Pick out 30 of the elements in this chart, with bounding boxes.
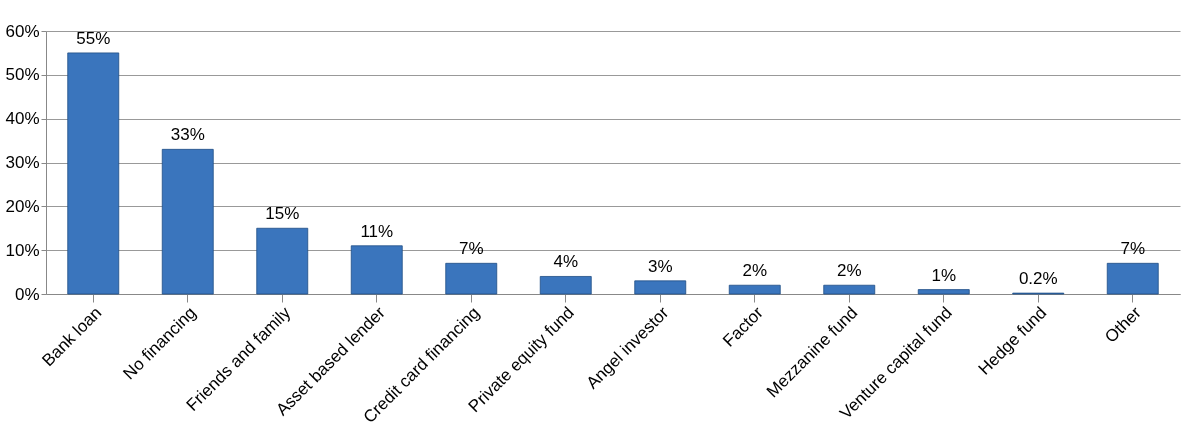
data-label: 55% <box>76 28 111 48</box>
bar <box>161 148 214 295</box>
data-label: 15% <box>265 204 300 224</box>
data-label: 4% <box>553 252 579 272</box>
bar <box>728 284 781 295</box>
y-tick-label: 50% <box>5 65 40 85</box>
bar <box>823 284 876 295</box>
y-tick-label: 10% <box>5 240 40 260</box>
bar <box>67 52 120 295</box>
y-tick-label: 0% <box>14 284 40 304</box>
bar <box>539 276 592 295</box>
bar <box>634 280 687 295</box>
data-label: 2% <box>742 261 768 281</box>
bar <box>445 262 498 295</box>
bar <box>917 289 970 295</box>
data-label: 33% <box>170 125 205 145</box>
data-label: 0.2% <box>1018 269 1058 289</box>
y-tick-label: 20% <box>5 196 40 216</box>
data-label: 7% <box>458 239 484 259</box>
bar <box>350 245 403 295</box>
y-tick-label: 60% <box>5 21 40 41</box>
y-tick-label: 40% <box>5 109 40 129</box>
data-label: 11% <box>360 221 394 241</box>
data-label: 3% <box>647 256 673 276</box>
data-label: 7% <box>1120 239 1146 259</box>
bar <box>256 227 309 295</box>
data-label: 1% <box>931 265 957 285</box>
bar <box>1106 262 1159 295</box>
y-tick-label: 30% <box>5 153 40 172</box>
data-label: 2% <box>836 261 862 281</box>
